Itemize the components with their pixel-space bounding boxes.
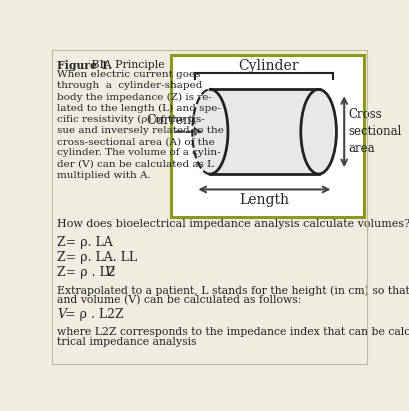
Polygon shape [210,89,318,174]
Text: V: V [104,266,112,279]
Text: multiplied with A.: multiplied with A. [57,171,151,180]
Text: Extrapolated to a patient, L stands for the height (in cm) so that the body comp: Extrapolated to a patient, L stands for … [57,285,409,296]
Text: Current: Current [146,114,196,127]
Text: How does bioelectrical impedance analysis calculate volumes?: How does bioelectrical impedance analysi… [57,219,409,229]
Text: Z= ρ. LA. LL: Z= ρ. LA. LL [57,251,137,264]
Text: When electric current goes: When electric current goes [57,70,200,79]
FancyBboxPatch shape [171,55,363,217]
Text: and volume (V) can be calculated as follows:: and volume (V) can be calculated as foll… [57,295,301,305]
Text: sue and inversely related to the: sue and inversely related to the [57,126,224,135]
Text: = ρ . L2Z: = ρ . L2Z [65,308,124,321]
Text: der (V) can be calculated as L: der (V) can be calculated as L [57,159,214,169]
Text: Figure 1.: Figure 1. [57,60,112,71]
Text: cross-sectional area (A) of the: cross-sectional area (A) of the [57,137,215,146]
Text: V: V [57,308,66,321]
Text: Cylinder: Cylinder [237,59,298,73]
Text: Z= ρ . L2: Z= ρ . L2 [57,266,116,279]
Text: Z= ρ. LA: Z= ρ. LA [57,236,113,249]
Text: lated to the length (L) and spe-: lated to the length (L) and spe- [57,104,221,113]
Text: through  a  cylinder-shaped: through a cylinder-shaped [57,81,202,90]
Text: trical impedance analysis: trical impedance analysis [57,337,196,346]
Text: where L2Z corresponds to the impedance index that can be calculated with bioelec: where L2Z corresponds to the impedance i… [57,326,409,337]
Text: Length: Length [239,193,289,207]
Text: BIA Principle: BIA Principle [88,60,165,70]
Text: cylinder. The volume of a cylin-: cylinder. The volume of a cylin- [57,148,220,157]
Ellipse shape [300,89,336,174]
Text: body the impedance (Z) is re-: body the impedance (Z) is re- [57,92,212,102]
Text: cific resistivity (ρ) of the tis-: cific resistivity (ρ) of the tis- [57,115,204,124]
Text: Cross
sectional
area: Cross sectional area [348,108,401,155]
Ellipse shape [192,89,227,174]
